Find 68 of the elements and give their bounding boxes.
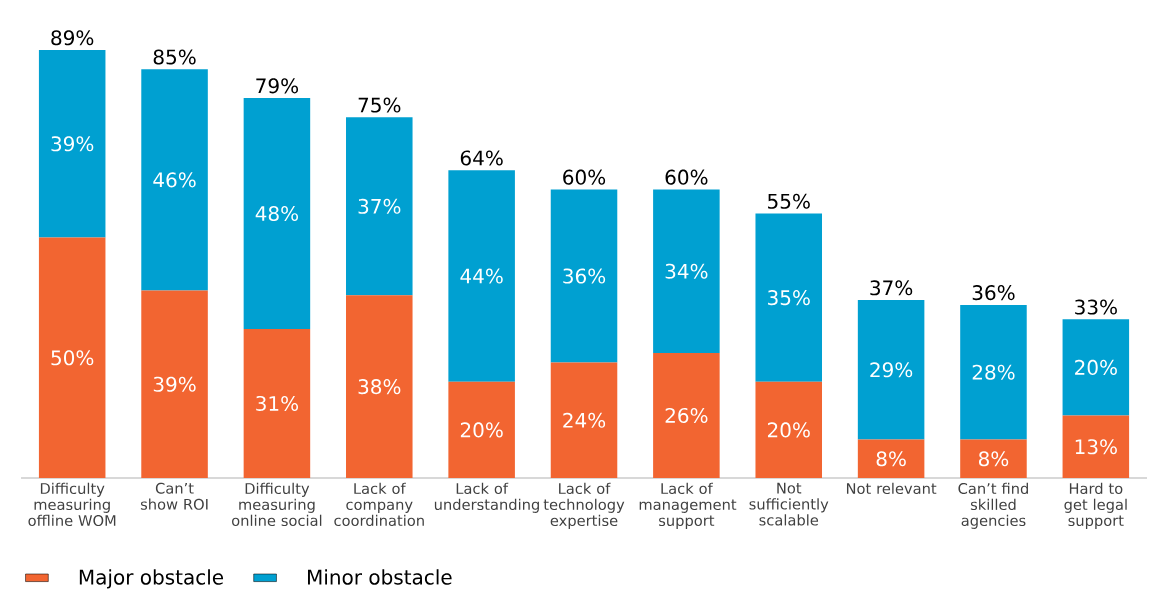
data-label: 37%	[358, 198, 401, 214]
x-tick-label: Difficulty measuring offline WOM	[28, 482, 116, 527]
data-label: 29%	[870, 362, 913, 378]
bar	[755, 381, 823, 478]
bar	[1062, 319, 1130, 416]
total-label: 64%	[460, 150, 503, 166]
bar	[857, 300, 925, 440]
bar	[960, 439, 1027, 478]
total-label: 75%	[358, 97, 401, 113]
data-label: 38%	[358, 379, 401, 395]
data-label: 39%	[51, 136, 94, 152]
bar	[960, 304, 1027, 440]
data-label: 28%	[972, 364, 1015, 380]
data-label: 8%	[876, 451, 906, 467]
x-tick-label: Not sufficiently scalable	[749, 482, 829, 526]
x-tick-label: Hard to get legal support	[1064, 482, 1127, 529]
data-label: 46%	[153, 172, 196, 188]
data-label: 36%	[563, 268, 606, 284]
bar	[448, 381, 515, 478]
bar	[653, 352, 720, 478]
data-label: 13%	[1075, 439, 1117, 455]
total-label: 33%	[1075, 299, 1117, 315]
bar	[346, 117, 413, 296]
total-label: 55%	[768, 193, 810, 209]
data-label: 26%	[665, 407, 708, 424]
data-label: 48%	[255, 205, 299, 222]
bar	[38, 50, 106, 238]
x-tick-label: Can’t show ROI	[140, 482, 208, 510]
data-label: 24%	[563, 412, 606, 428]
total-label: 79%	[256, 78, 299, 94]
total-label: 60%	[665, 169, 708, 185]
data-label: 34%	[665, 263, 708, 279]
data-label: 20%	[460, 422, 503, 438]
x-tick-label: Difficulty measuring online social	[232, 482, 322, 527]
bar	[346, 295, 413, 478]
bar	[857, 439, 925, 478]
data-label: 44%	[460, 268, 503, 284]
data-label: 31%	[256, 395, 299, 412]
total-label: 85%	[153, 49, 196, 65]
bar	[653, 189, 720, 353]
legend-label: Major obstacle	[79, 569, 224, 589]
x-tick-label: Lack of management support	[639, 482, 737, 529]
x-tick-label: Lack of technology expertise	[543, 482, 625, 529]
data-label: 35%	[768, 290, 810, 306]
data-label: 20%	[767, 422, 810, 438]
bar	[1062, 415, 1130, 478]
data-label: 20%	[1075, 359, 1117, 375]
bar	[550, 362, 618, 478]
bar	[755, 213, 823, 382]
data-label: 8%	[978, 451, 1009, 467]
data-label: 39%	[153, 376, 196, 392]
bar	[448, 170, 515, 382]
legend-label: Minor obstacle	[308, 569, 452, 585]
bar	[141, 69, 208, 291]
x-tick-label: Can’t find skilled agencies	[958, 482, 1028, 529]
bar	[243, 328, 311, 478]
x-tick-label: Not relevant	[846, 482, 937, 495]
total-label: 60%	[563, 169, 606, 185]
total-label: 37%	[870, 280, 913, 296]
total-label: 36%	[972, 285, 1015, 301]
x-tick-label: Lack of understanding	[434, 482, 539, 513]
bar	[141, 290, 208, 478]
bar	[38, 237, 106, 478]
x-tick-label: Lack of company coordination	[334, 482, 424, 527]
bar	[550, 189, 618, 363]
bar	[243, 98, 311, 329]
total-label: 89%	[51, 30, 94, 46]
data-label: 50%	[51, 350, 94, 366]
